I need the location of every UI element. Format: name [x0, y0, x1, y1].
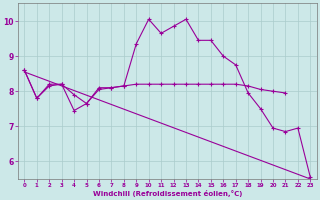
- X-axis label: Windchill (Refroidissement éolien,°C): Windchill (Refroidissement éolien,°C): [93, 190, 242, 197]
